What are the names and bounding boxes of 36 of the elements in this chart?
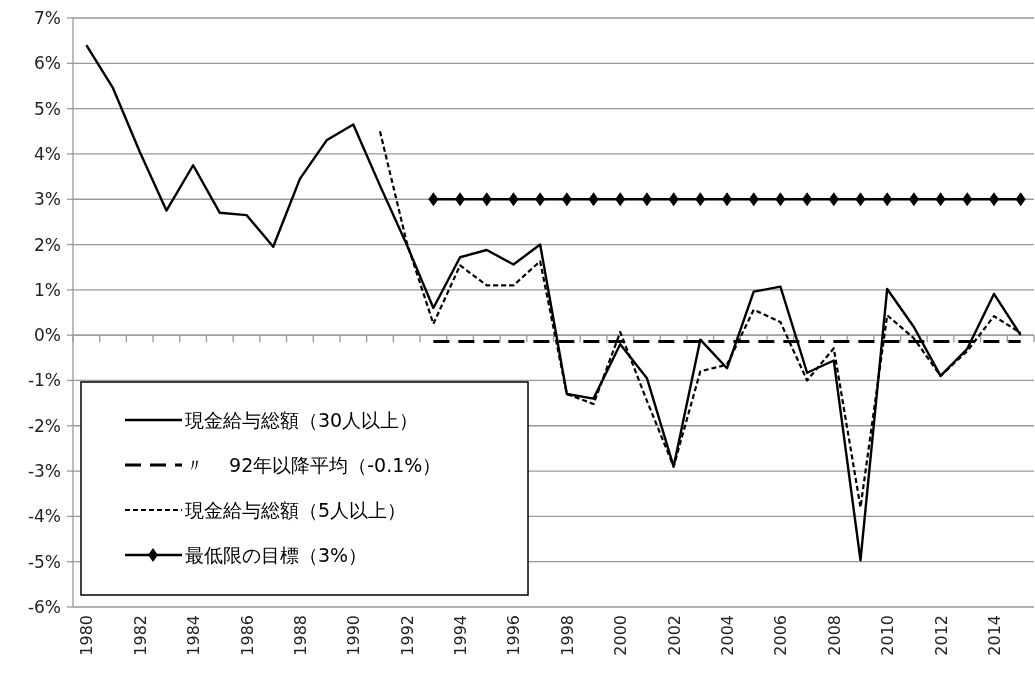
legend-label: 最低限の目標（3%） <box>185 544 368 566</box>
legend-label: 〃 92年以降平均（-0.1%） <box>185 454 442 476</box>
x-tick-label: 1980 <box>77 615 97 656</box>
x-tick-label: 1996 <box>504 615 524 656</box>
x-tick-label: 2000 <box>611 615 631 656</box>
y-tick-label: -3% <box>27 461 61 482</box>
y-tick-label: 7% <box>34 8 61 28</box>
x-tick-label: 2010 <box>878 615 898 656</box>
x-tick-label: 1988 <box>290 615 310 656</box>
x-tick-label: 1982 <box>130 615 150 656</box>
y-tick-label: -1% <box>27 370 61 391</box>
y-tick-label: 4% <box>34 143 61 164</box>
legend-label: 現金給与総額（5人以上） <box>185 499 407 521</box>
x-tick-label: 2006 <box>771 615 791 656</box>
x-tick-label: 1990 <box>344 615 364 656</box>
y-tick-label: 6% <box>34 53 61 74</box>
x-tick-label: 2002 <box>664 615 684 656</box>
y-tick-label: 2% <box>34 234 61 255</box>
legend-label: 現金給与総額（30人以上） <box>185 409 419 431</box>
y-tick-label: 0% <box>34 325 61 346</box>
y-tick-label: -6% <box>27 597 61 617</box>
x-tick-label: 2012 <box>931 615 951 656</box>
x-tick-label: 1992 <box>397 615 417 656</box>
y-tick-label: 3% <box>34 189 61 210</box>
x-tick-label: 1998 <box>557 615 577 656</box>
y-tick-label: 1% <box>34 279 61 300</box>
x-tick-label: 1994 <box>451 615 471 656</box>
x-tick-label: 2004 <box>718 615 738 656</box>
y-tick-label: -2% <box>27 415 61 436</box>
x-tick-label: 1986 <box>237 615 257 656</box>
x-tick-label: 2014 <box>984 615 1004 656</box>
y-tick-label: 5% <box>34 98 61 119</box>
x-tick-label: 2008 <box>824 615 844 656</box>
x-tick-label: 1984 <box>184 615 204 656</box>
y-tick-label: -5% <box>27 551 61 572</box>
y-tick-label: -4% <box>27 506 61 527</box>
